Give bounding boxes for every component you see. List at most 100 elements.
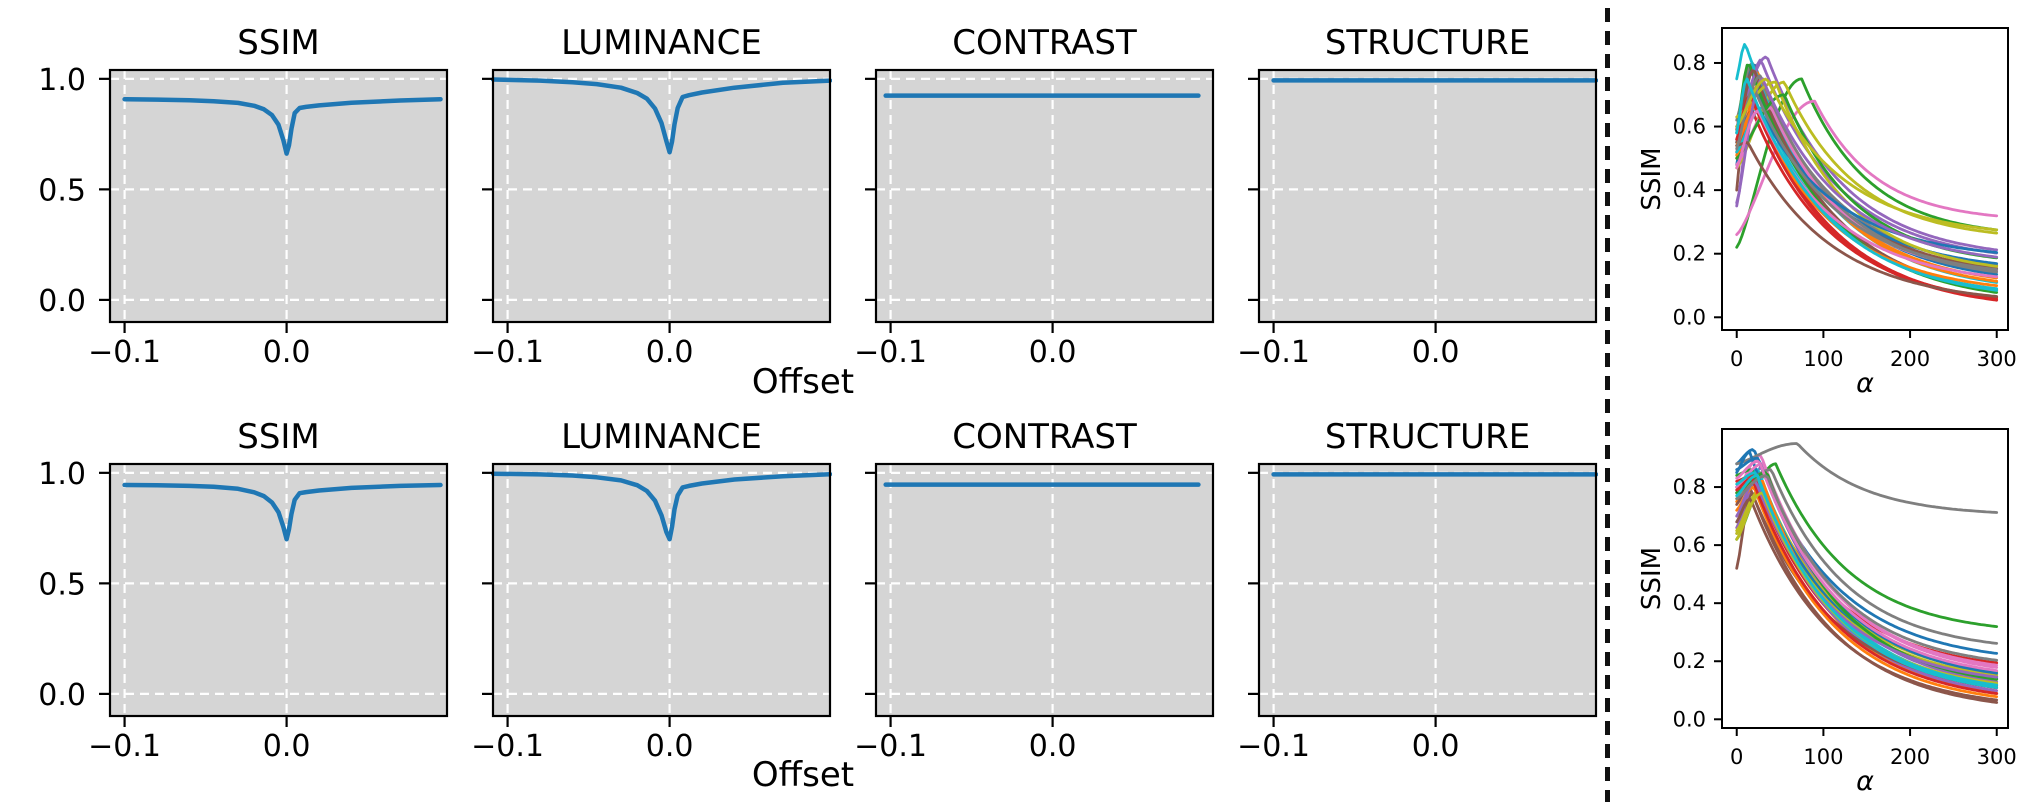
subplot-title-r2-contrast: CONTRAST (952, 417, 1137, 457)
y-tick-label: 0.5 (38, 173, 86, 208)
plot-background (876, 70, 1213, 322)
alpha-curve (1735, 497, 1999, 702)
x-tick-label: −0.1 (88, 335, 161, 370)
xlabel-offset-row2: Offset (751, 755, 855, 795)
x-tick-label: −0.1 (1237, 729, 1310, 764)
y-tick-label: 0.8 (1673, 475, 1706, 499)
subplot-title-r2-ssim: SSIM (237, 417, 320, 457)
alpha-curve (1735, 77, 1999, 249)
x-tick-label: 0.0 (646, 335, 694, 370)
alpha-curve (1735, 141, 1999, 298)
x-tick-label: 300 (1977, 745, 2017, 769)
subplot-r1-luminance: −0.1 0.0 LUMINANCE (471, 23, 832, 370)
y-tick-label: 1.0 (38, 63, 86, 98)
alpha-curve (1735, 442, 1999, 514)
x-tick-label: 0 (1730, 347, 1743, 371)
alpha-curve (1735, 80, 1999, 235)
alpha-curve (1735, 93, 1999, 302)
curve-r2-luminance (491, 471, 832, 542)
xlabel-offset-row1: Offset (751, 362, 855, 402)
plot-background (876, 464, 1213, 716)
plot-spines (491, 462, 832, 718)
plot-spines (108, 68, 449, 324)
xlabel-alpha: α (1856, 766, 1874, 797)
alpha-curve (1735, 474, 1999, 662)
y-tick-label: 0.5 (38, 567, 86, 602)
x-tick-label: −0.1 (471, 335, 544, 370)
alpha-curve (1735, 77, 1999, 292)
alpha-curve (1735, 106, 1999, 254)
ylabel-ssim: SSIM (1637, 147, 1667, 210)
y-tick-label: 0.0 (38, 678, 86, 713)
x-tick-label: 0.0 (263, 729, 311, 764)
subplot-title-r2-structure: STRUCTURE (1325, 417, 1530, 457)
plot-background (493, 464, 830, 716)
subplot-r1-contrast: −0.1 0.0 CONTRAST (854, 23, 1215, 370)
x-tick-label: −0.1 (854, 335, 927, 370)
plot-background (1259, 70, 1596, 322)
plot-background (110, 70, 447, 322)
subplot-alpha-top: 0 100 200 300 0.0 0.2 0.4 0.6 0.8 α SSIM (1637, 27, 2017, 399)
plot-spines (1721, 27, 2009, 331)
x-tick-label: 100 (1803, 347, 1843, 371)
y-tick-label: 0.4 (1673, 178, 1706, 202)
alpha-curve (1735, 468, 1999, 645)
subplot-title-r1-luminance: LUMINANCE (561, 23, 762, 63)
plot-spines (1257, 68, 1598, 324)
curve-r1-ssim (122, 96, 443, 156)
plot-spines (491, 68, 832, 324)
y-tick-label: 0.0 (38, 284, 86, 319)
plot-spines (1257, 462, 1598, 718)
alpha-curve (1735, 77, 1999, 259)
x-tick-label: 0 (1730, 745, 1743, 769)
plot-background (1259, 464, 1596, 716)
subplot-r2-contrast: −0.1 0.0 CONTRAST (854, 417, 1215, 764)
plot-background (110, 464, 447, 716)
y-tick-label: 1.0 (38, 457, 86, 492)
x-tick-label: −0.1 (854, 729, 927, 764)
subplot-alpha-bottom: 0 100 200 300 0.0 0.2 0.4 0.6 0.8 α SSIM (1637, 428, 2017, 797)
plot-spines (108, 462, 449, 718)
alpha-curve (1735, 55, 1999, 252)
x-tick-label: 0.0 (1412, 335, 1460, 370)
x-tick-label: 0.0 (646, 729, 694, 764)
alpha-curve (1735, 486, 1999, 699)
plot-spines (1721, 428, 2009, 729)
plot-background (493, 70, 830, 322)
alpha-curve (1735, 474, 1999, 687)
y-tick-label: 0.2 (1673, 649, 1706, 673)
x-tick-label: 200 (1890, 745, 1930, 769)
y-tick-label: 0.6 (1673, 533, 1706, 557)
subplot-r1-structure: −0.1 0.0 STRUCTURE (1237, 23, 1598, 370)
subplot-r2-luminance: −0.1 0.0 LUMINANCE (471, 417, 832, 764)
x-tick-label: 0.0 (263, 335, 311, 370)
y-tick-label: 0.4 (1673, 591, 1706, 615)
alpha-curve (1735, 74, 1999, 274)
x-tick-label: 300 (1977, 347, 2017, 371)
alpha-curve (1735, 77, 1999, 232)
subplot-title-r2-luminance: LUMINANCE (561, 417, 762, 457)
plot-spines (874, 68, 1215, 324)
curve-r1-luminance (491, 77, 832, 155)
alpha-curve (1735, 88, 1999, 271)
plot-spines (874, 462, 1215, 718)
y-tick-label: 0.0 (1673, 305, 1706, 329)
alpha-curve (1735, 476, 1999, 695)
x-tick-label: −0.1 (88, 729, 161, 764)
xlabel-alpha: α (1856, 368, 1874, 399)
x-tick-label: 0.0 (1029, 335, 1077, 370)
subplot-title-r1-ssim: SSIM (237, 23, 320, 63)
x-tick-label: 200 (1890, 347, 1930, 371)
x-tick-label: −0.1 (1237, 335, 1310, 370)
subplot-title-r1-structure: STRUCTURE (1325, 23, 1530, 63)
x-tick-label: 0.0 (1029, 729, 1077, 764)
y-tick-label: 0.6 (1673, 115, 1706, 139)
y-tick-label: 0.2 (1673, 242, 1706, 266)
y-tick-label: 0.0 (1673, 707, 1706, 731)
alpha-curve (1735, 459, 1999, 672)
x-tick-label: −0.1 (471, 729, 544, 764)
